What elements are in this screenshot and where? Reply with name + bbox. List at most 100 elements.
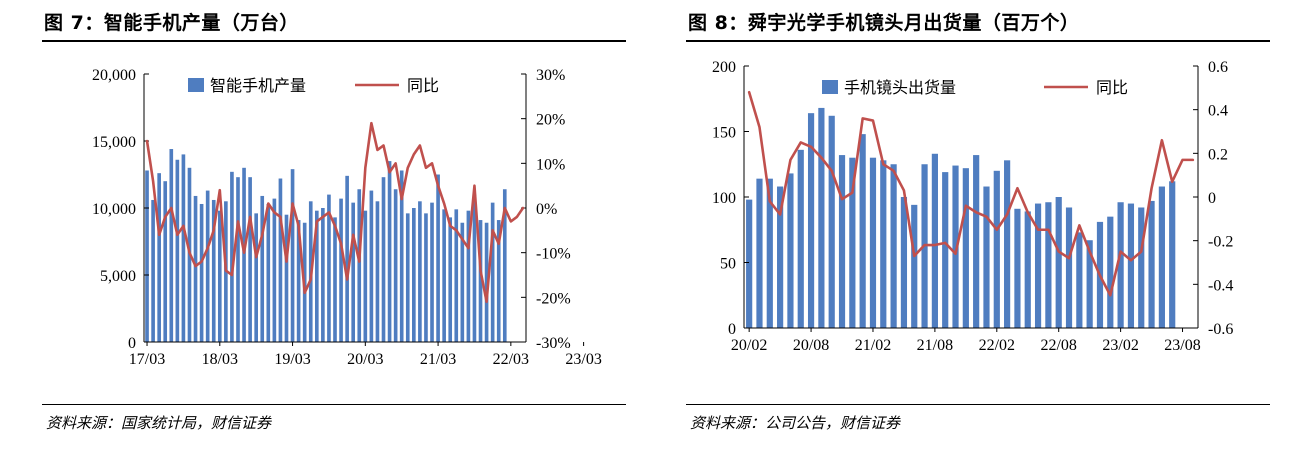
right-axis-tick-label: -10% — [536, 246, 571, 263]
bar — [314, 210, 319, 342]
bar — [1086, 240, 1093, 328]
legend-swatch-bar — [188, 78, 204, 92]
source-note: 资料来源：公司公告，财信证券 — [690, 414, 901, 432]
left-axis-tick-label: 5,000 — [100, 268, 136, 285]
bar — [351, 202, 356, 342]
bar — [211, 199, 216, 342]
source-rule — [686, 404, 1270, 405]
x-axis-tick-label: 21/03 — [420, 351, 456, 368]
right-axis-tick-label: -30% — [536, 335, 571, 352]
bar — [859, 134, 866, 328]
bar — [746, 199, 753, 328]
bar — [490, 202, 495, 342]
bar — [181, 154, 186, 342]
bar — [454, 209, 459, 342]
bar — [296, 220, 301, 342]
bar — [869, 157, 877, 328]
right-axis-tick-label: 10% — [536, 156, 565, 173]
bar — [838, 155, 846, 328]
x-axis-tick-label: 21/08 — [917, 337, 953, 354]
right-axis-tick-label: -0.2 — [1208, 234, 1233, 251]
right-axis-tick-label: -0.6 — [1208, 321, 1233, 338]
right-axis-tick-label: 0.2 — [1208, 146, 1228, 163]
bar — [242, 167, 246, 342]
bar — [1055, 197, 1062, 328]
bar — [787, 173, 794, 328]
bar — [797, 149, 804, 328]
bar — [973, 155, 980, 328]
bar — [405, 213, 410, 342]
x-axis-tick-label: 23/03 — [565, 351, 601, 368]
bar — [430, 202, 434, 342]
right-axis-tick-label: 30% — [536, 67, 565, 84]
bar — [399, 170, 404, 342]
bar — [436, 174, 440, 342]
bar — [849, 157, 856, 328]
bar — [1127, 203, 1135, 328]
x-axis-tick-label: 19/03 — [274, 351, 310, 368]
bar — [333, 217, 337, 342]
x-axis-tick-label: 17/03 — [129, 351, 165, 368]
x-axis-tick-label: 22/08 — [1040, 337, 1076, 354]
chart-panel-2: 图 8：舜宇光学手机镜头月出货量（百万个） 0 50 100 150 200 -0.6 -0… — [674, 0, 1274, 454]
bar — [339, 198, 343, 342]
legend-label-bar: 手机镜头出货量 — [844, 78, 956, 97]
bar — [756, 178, 763, 328]
x-axis-tick-label: 21/02 — [855, 337, 891, 354]
bar — [993, 170, 1000, 328]
bar — [962, 168, 969, 328]
left-axis-tick-label: 100 — [712, 190, 736, 207]
legend-label-line: 同比 — [1096, 78, 1128, 97]
bar — [502, 189, 507, 342]
bar — [266, 203, 271, 342]
left-axis-tick-label: 0 — [728, 321, 736, 338]
bar — [777, 186, 784, 328]
title-rule — [686, 40, 1270, 42]
series-line-yoy — [747, 90, 1195, 297]
bar — [1076, 232, 1083, 328]
bar — [151, 199, 155, 342]
source-note: 资料来源：国家统计局，财信证券 — [46, 414, 272, 432]
bar — [472, 194, 477, 342]
legend-swatch-bar — [822, 80, 838, 94]
source-rule — [42, 404, 626, 405]
bar — [807, 113, 815, 328]
bar — [1148, 200, 1155, 328]
title-rule — [42, 40, 626, 42]
bar — [393, 189, 398, 342]
figure-title: 图 7：智能手机产量（万台） — [44, 12, 299, 34]
bar — [248, 177, 252, 342]
bar — [983, 186, 990, 328]
bar — [193, 195, 198, 342]
bar — [369, 190, 374, 342]
right-axis-tick-label: 20% — [536, 112, 565, 129]
bar — [145, 170, 149, 342]
left-axis-tick-label: 20,000 — [92, 67, 136, 84]
bar — [290, 169, 295, 342]
bar — [952, 165, 959, 328]
bar — [1014, 208, 1021, 328]
legend-label-bar: 智能手机产量 — [210, 76, 306, 95]
bar — [942, 172, 949, 328]
bar — [828, 115, 835, 328]
bar — [900, 197, 908, 328]
chart-2-plot: 0 50 100 150 200 -0.6 -0.4 -0.2 0 0.2 0.4 0.6 20/02 2… — [712, 59, 1233, 354]
bar — [217, 210, 222, 342]
x-axis-tick-label: 20/08 — [793, 337, 829, 354]
bar — [931, 153, 938, 328]
bar — [478, 220, 483, 342]
right-axis-tick-label: -20% — [536, 290, 571, 307]
bar — [1034, 203, 1042, 328]
bar — [766, 178, 773, 328]
bar — [236, 177, 240, 342]
right-axis-tick-label: 0.4 — [1208, 103, 1228, 120]
bar — [381, 177, 386, 342]
figure-title: 图 8：舜宇光学手机镜头月出货量（百万个） — [688, 12, 1080, 34]
bar — [1024, 211, 1031, 328]
x-axis-tick-label: 22/02 — [979, 337, 1015, 354]
bar — [1065, 207, 1073, 328]
bar — [321, 208, 325, 342]
bar — [466, 210, 471, 342]
bar — [205, 190, 210, 342]
bar — [387, 161, 392, 342]
